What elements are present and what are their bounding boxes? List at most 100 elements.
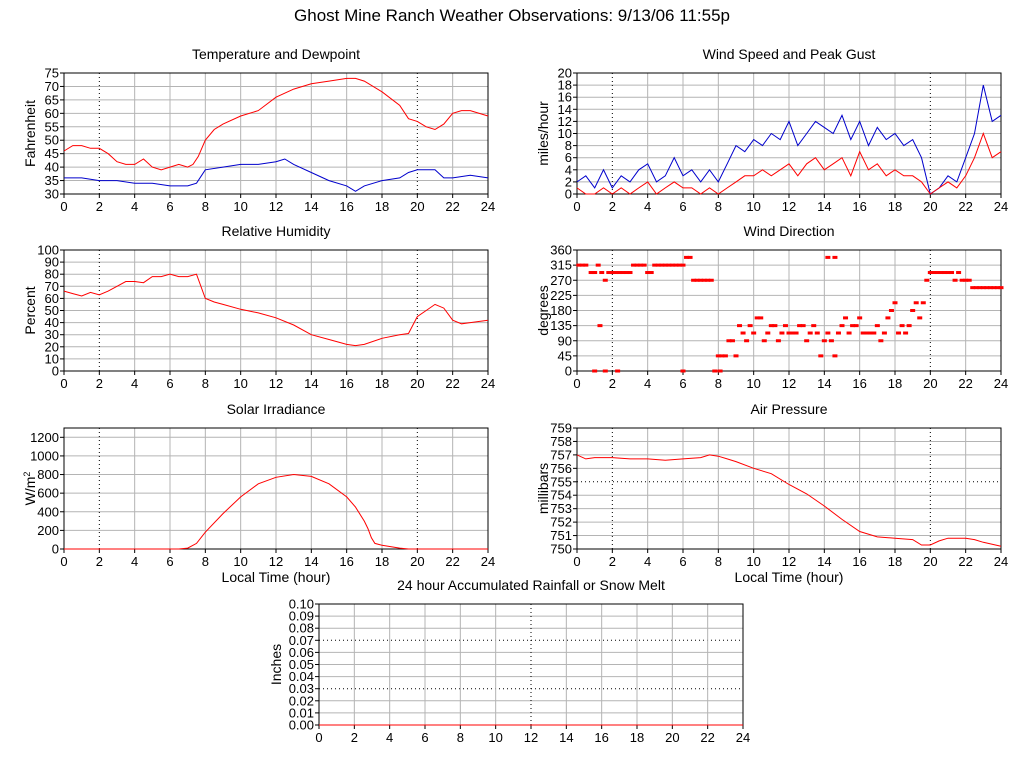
data-point (782, 324, 788, 328)
data-point (850, 324, 856, 328)
data-point (825, 331, 831, 335)
data-point (613, 271, 619, 275)
data-point (931, 271, 937, 275)
data-point (758, 316, 764, 320)
y-tick-label: 60 (45, 106, 59, 121)
x-tick-label: 8 (202, 554, 209, 569)
y-tick-label: 16 (558, 90, 572, 105)
x-tick-label: 6 (679, 376, 686, 391)
x-tick-label: 10 (488, 730, 502, 745)
x-tick-label: 0 (573, 376, 580, 391)
x-tick-label: 16 (852, 554, 866, 569)
y-tick-label: 70 (45, 79, 59, 94)
data-point (843, 316, 849, 320)
x-tick-label: 16 (852, 376, 866, 391)
data-point (606, 271, 612, 275)
x-tick-label: 6 (166, 199, 173, 214)
page-title: Ghost Mine Ranch Weather Observations: 9… (294, 6, 730, 25)
x-tick-label: 6 (166, 554, 173, 569)
data-point (602, 369, 608, 373)
y-tick-label: 751 (550, 528, 572, 543)
x-tick-label: 4 (644, 199, 651, 214)
x-tick-label: 0 (315, 730, 322, 745)
series-line-2 (64, 158, 489, 192)
data-point (941, 271, 947, 275)
data-point (662, 263, 668, 267)
x-tick-label: 16 (339, 376, 353, 391)
x-tick-label: 12 (782, 199, 796, 214)
data-point (648, 271, 654, 275)
data-point (797, 324, 803, 328)
y-axis-label: miles/hour (535, 101, 551, 166)
data-point (708, 278, 714, 282)
y-tick-label: 0.01 (289, 705, 314, 720)
x-tick-label: 2 (351, 730, 358, 745)
data-point (920, 301, 926, 305)
y-tick-label: 40 (45, 160, 59, 175)
x-tick-label: 22 (445, 199, 459, 214)
data-point (666, 263, 672, 267)
y-tick-label: 20 (558, 66, 572, 81)
y-tick-label: 0.10 (289, 597, 314, 612)
series-line-1 (63, 77, 489, 171)
data-point (906, 324, 912, 328)
x-tick-label: 18 (375, 554, 389, 569)
data-point (691, 278, 697, 282)
chart-pres: 0 2 4 6 8 10 12 14 16 18 20 22 247507517527537547557… (535, 401, 1008, 585)
x-tick-label: 24 (994, 376, 1008, 391)
chart-title: Relative Humidity (222, 223, 331, 239)
x-tick-label: 18 (375, 376, 389, 391)
data-point (631, 263, 637, 267)
data-point (793, 331, 799, 335)
x-tick-label: 4 (131, 554, 138, 569)
data-point (609, 271, 615, 275)
y-tick-label: 756 (550, 461, 572, 476)
x-tick-label: 18 (630, 730, 644, 745)
data-point (597, 324, 603, 328)
x-tick-label: 12 (782, 376, 796, 391)
y-tick-label: 755 (550, 474, 572, 489)
data-point (970, 286, 976, 290)
data-point (892, 301, 898, 305)
data-point (832, 354, 838, 358)
y-tick-label: 0 (565, 187, 572, 202)
x-tick-label: 2 (609, 554, 616, 569)
data-point (857, 316, 863, 320)
data-point (669, 263, 675, 267)
x-tick-label: 10 (233, 554, 247, 569)
y-tick-label: 752 (550, 515, 572, 530)
y-tick-label: 0.02 (289, 693, 314, 708)
x-tick-label: 20 (410, 199, 424, 214)
x-tick-label: 4 (386, 730, 393, 745)
y-tick-label: 600 (37, 486, 59, 501)
y-tick-label: 400 (37, 504, 59, 519)
data-point (878, 339, 884, 343)
y-tick-label: 100 (37, 243, 59, 258)
y-tick-label: 40 (45, 315, 59, 330)
data-point (719, 354, 725, 358)
y-tick-label: 757 (550, 447, 572, 462)
x-tick-label: 0 (573, 554, 580, 569)
y-tick-label: 754 (550, 488, 572, 503)
x-tick-label: 10 (746, 199, 760, 214)
y-tick-label: 0.04 (289, 669, 314, 684)
x-tick-label: 18 (888, 554, 902, 569)
x-tick-label: 22 (445, 554, 459, 569)
data-point (927, 271, 933, 275)
y-tick-label: 180 (550, 303, 572, 318)
x-tick-label: 24 (736, 730, 750, 745)
data-point (744, 339, 750, 343)
y-tick-label: 750 (550, 542, 572, 557)
x-tick-label: 20 (410, 376, 424, 391)
data-point (945, 271, 951, 275)
x-tick-label: 20 (923, 199, 937, 214)
x-tick-label: 12 (269, 199, 283, 214)
data-point (620, 271, 626, 275)
data-point (765, 331, 771, 335)
data-point (903, 331, 909, 335)
chart-solar: 0 2 4 6 8 10 12 14 16 18 20 22 240200400600800100012… (22, 401, 495, 585)
y-tick-label: 60 (45, 291, 59, 306)
data-point (987, 286, 993, 290)
y-axis-label-superscript: 2 (22, 472, 32, 477)
x-tick-label: 2 (609, 376, 616, 391)
